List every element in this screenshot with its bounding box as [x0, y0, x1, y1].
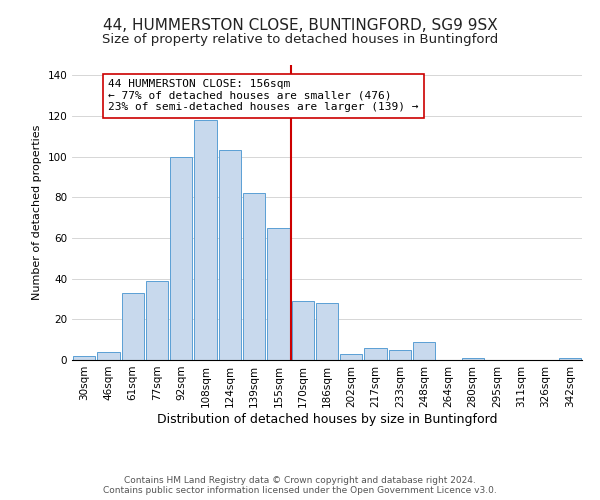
Bar [73, 356, 95, 360]
Text: 44 HUMMERSTON CLOSE: 156sqm
← 77% of detached houses are smaller (476)
23% of se: 44 HUMMERSTON CLOSE: 156sqm ← 77% of det… [109, 79, 419, 112]
Bar [316, 303, 338, 360]
Bar [97, 352, 119, 360]
Bar [292, 301, 314, 360]
Bar [122, 293, 144, 360]
Bar [194, 120, 217, 360]
Y-axis label: Number of detached properties: Number of detached properties [32, 125, 42, 300]
Bar [243, 193, 265, 360]
Bar [218, 150, 241, 360]
Bar [389, 350, 411, 360]
Bar [170, 156, 193, 360]
Text: Contains public sector information licensed under the Open Government Licence v3: Contains public sector information licen… [103, 486, 497, 495]
Bar [340, 354, 362, 360]
Text: 44, HUMMERSTON CLOSE, BUNTINGFORD, SG9 9SX: 44, HUMMERSTON CLOSE, BUNTINGFORD, SG9 9… [103, 18, 497, 32]
Bar [146, 280, 168, 360]
Bar [267, 228, 290, 360]
Bar [413, 342, 436, 360]
Bar [364, 348, 387, 360]
X-axis label: Distribution of detached houses by size in Buntingford: Distribution of detached houses by size … [157, 412, 497, 426]
Text: Size of property relative to detached houses in Buntingford: Size of property relative to detached ho… [102, 32, 498, 46]
Text: Contains HM Land Registry data © Crown copyright and database right 2024.: Contains HM Land Registry data © Crown c… [124, 476, 476, 485]
Bar [559, 358, 581, 360]
Bar [461, 358, 484, 360]
